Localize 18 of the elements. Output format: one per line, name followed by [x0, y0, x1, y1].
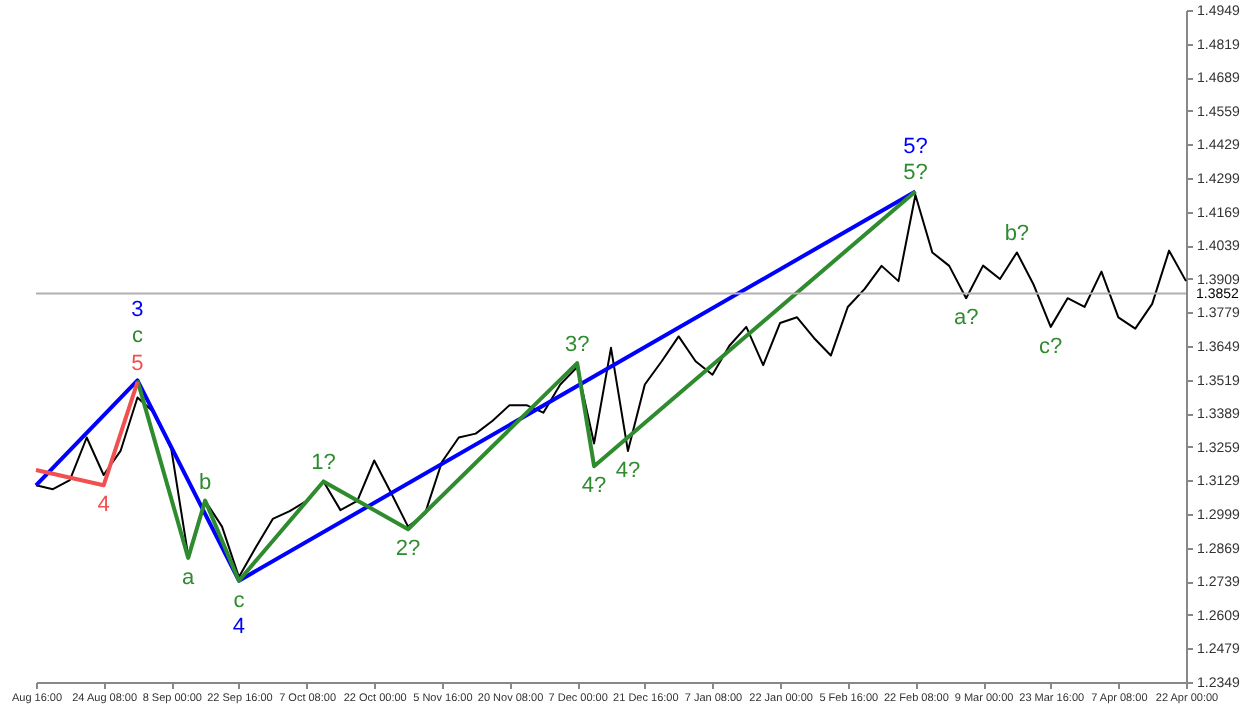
- annotation: 4: [232, 614, 246, 639]
- annotation: c: [131, 324, 144, 349]
- annotation: a: [182, 565, 197, 590]
- annotation: 4: [97, 493, 110, 518]
- annotation: 3?: [564, 333, 590, 358]
- annotation: c: [233, 588, 246, 613]
- annotation: 5?: [903, 161, 928, 186]
- annotation: b: [198, 470, 212, 495]
- annotation: 5?: [903, 135, 928, 160]
- annotation: 4?: [581, 474, 607, 499]
- annotation: 2?: [395, 537, 421, 562]
- annotation: 1?: [311, 451, 336, 476]
- annotation: c?: [1039, 334, 1063, 359]
- annotation: a?: [953, 306, 979, 331]
- annotation: 3: [131, 298, 144, 323]
- annotation: 5: [131, 352, 144, 377]
- annotation: 4?: [615, 458, 641, 483]
- annotation: b?: [1004, 222, 1030, 247]
